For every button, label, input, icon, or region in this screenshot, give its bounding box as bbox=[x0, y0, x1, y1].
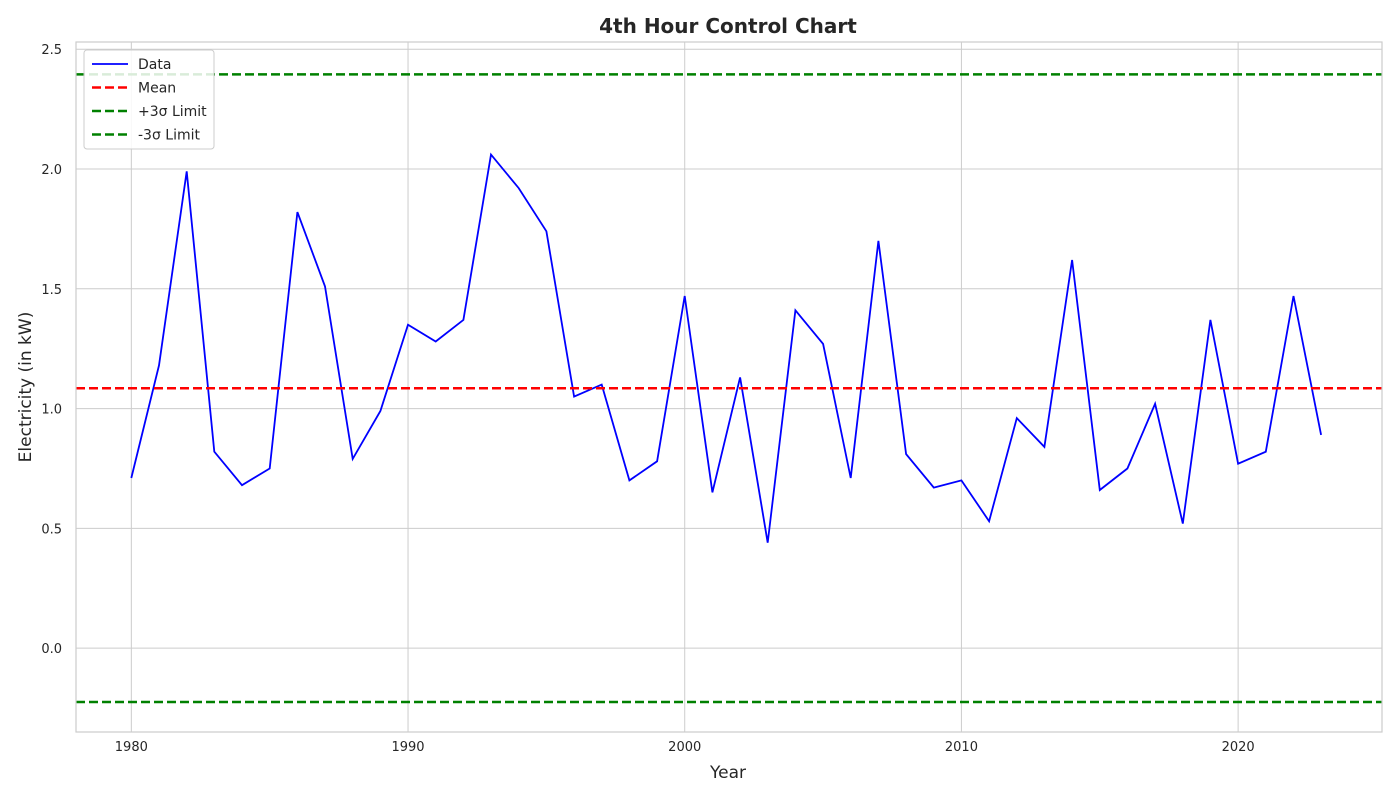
y-tick-label: 0.0 bbox=[41, 642, 62, 657]
y-tick-label: 1.0 bbox=[41, 403, 62, 418]
y-tick-label: 0.5 bbox=[41, 522, 62, 537]
x-axis-label: Year bbox=[709, 763, 746, 783]
legend-label: +3σ Limit bbox=[138, 104, 207, 120]
y-tick-labels: 0.0 0.5 1.0 1.5 2.0 2.5 bbox=[41, 43, 62, 657]
series-lines bbox=[76, 73, 1382, 704]
x-tick-label: 2000 bbox=[668, 740, 701, 755]
legend: Data Mean +3σ Limit -3σ Limit bbox=[83, 49, 215, 150]
x-tick-label: 2020 bbox=[1222, 740, 1255, 755]
y-tick-label: 1.5 bbox=[41, 283, 62, 298]
y-axis-label: Electricity (in kW) bbox=[16, 312, 36, 463]
legend-label: -3σ Limit bbox=[138, 128, 200, 144]
y-tick-label: 2.0 bbox=[41, 163, 62, 178]
x-tick-label: 1980 bbox=[115, 740, 148, 755]
plot-frame bbox=[75, 41, 1383, 733]
legend-label: Mean bbox=[138, 81, 176, 97]
legend-box bbox=[83, 49, 215, 150]
chart-title: 4th Hour Control Chart bbox=[599, 14, 857, 38]
legend-label: Data bbox=[138, 57, 171, 73]
x-tick-labels: 1980 1990 2000 2010 2020 bbox=[115, 740, 1255, 755]
y-tick-label: 2.5 bbox=[41, 43, 62, 58]
x-tick-label: 1990 bbox=[391, 740, 424, 755]
x-tick-label: 2010 bbox=[945, 740, 978, 755]
data-series-line bbox=[130, 152, 1322, 543]
